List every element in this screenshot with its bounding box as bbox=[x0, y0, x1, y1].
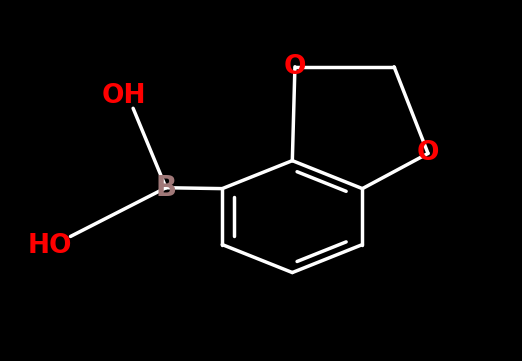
Text: HO: HO bbox=[27, 233, 72, 259]
Text: O: O bbox=[417, 140, 440, 166]
Text: B: B bbox=[156, 174, 176, 202]
Text: OH: OH bbox=[102, 83, 147, 109]
Text: O: O bbox=[283, 54, 306, 80]
